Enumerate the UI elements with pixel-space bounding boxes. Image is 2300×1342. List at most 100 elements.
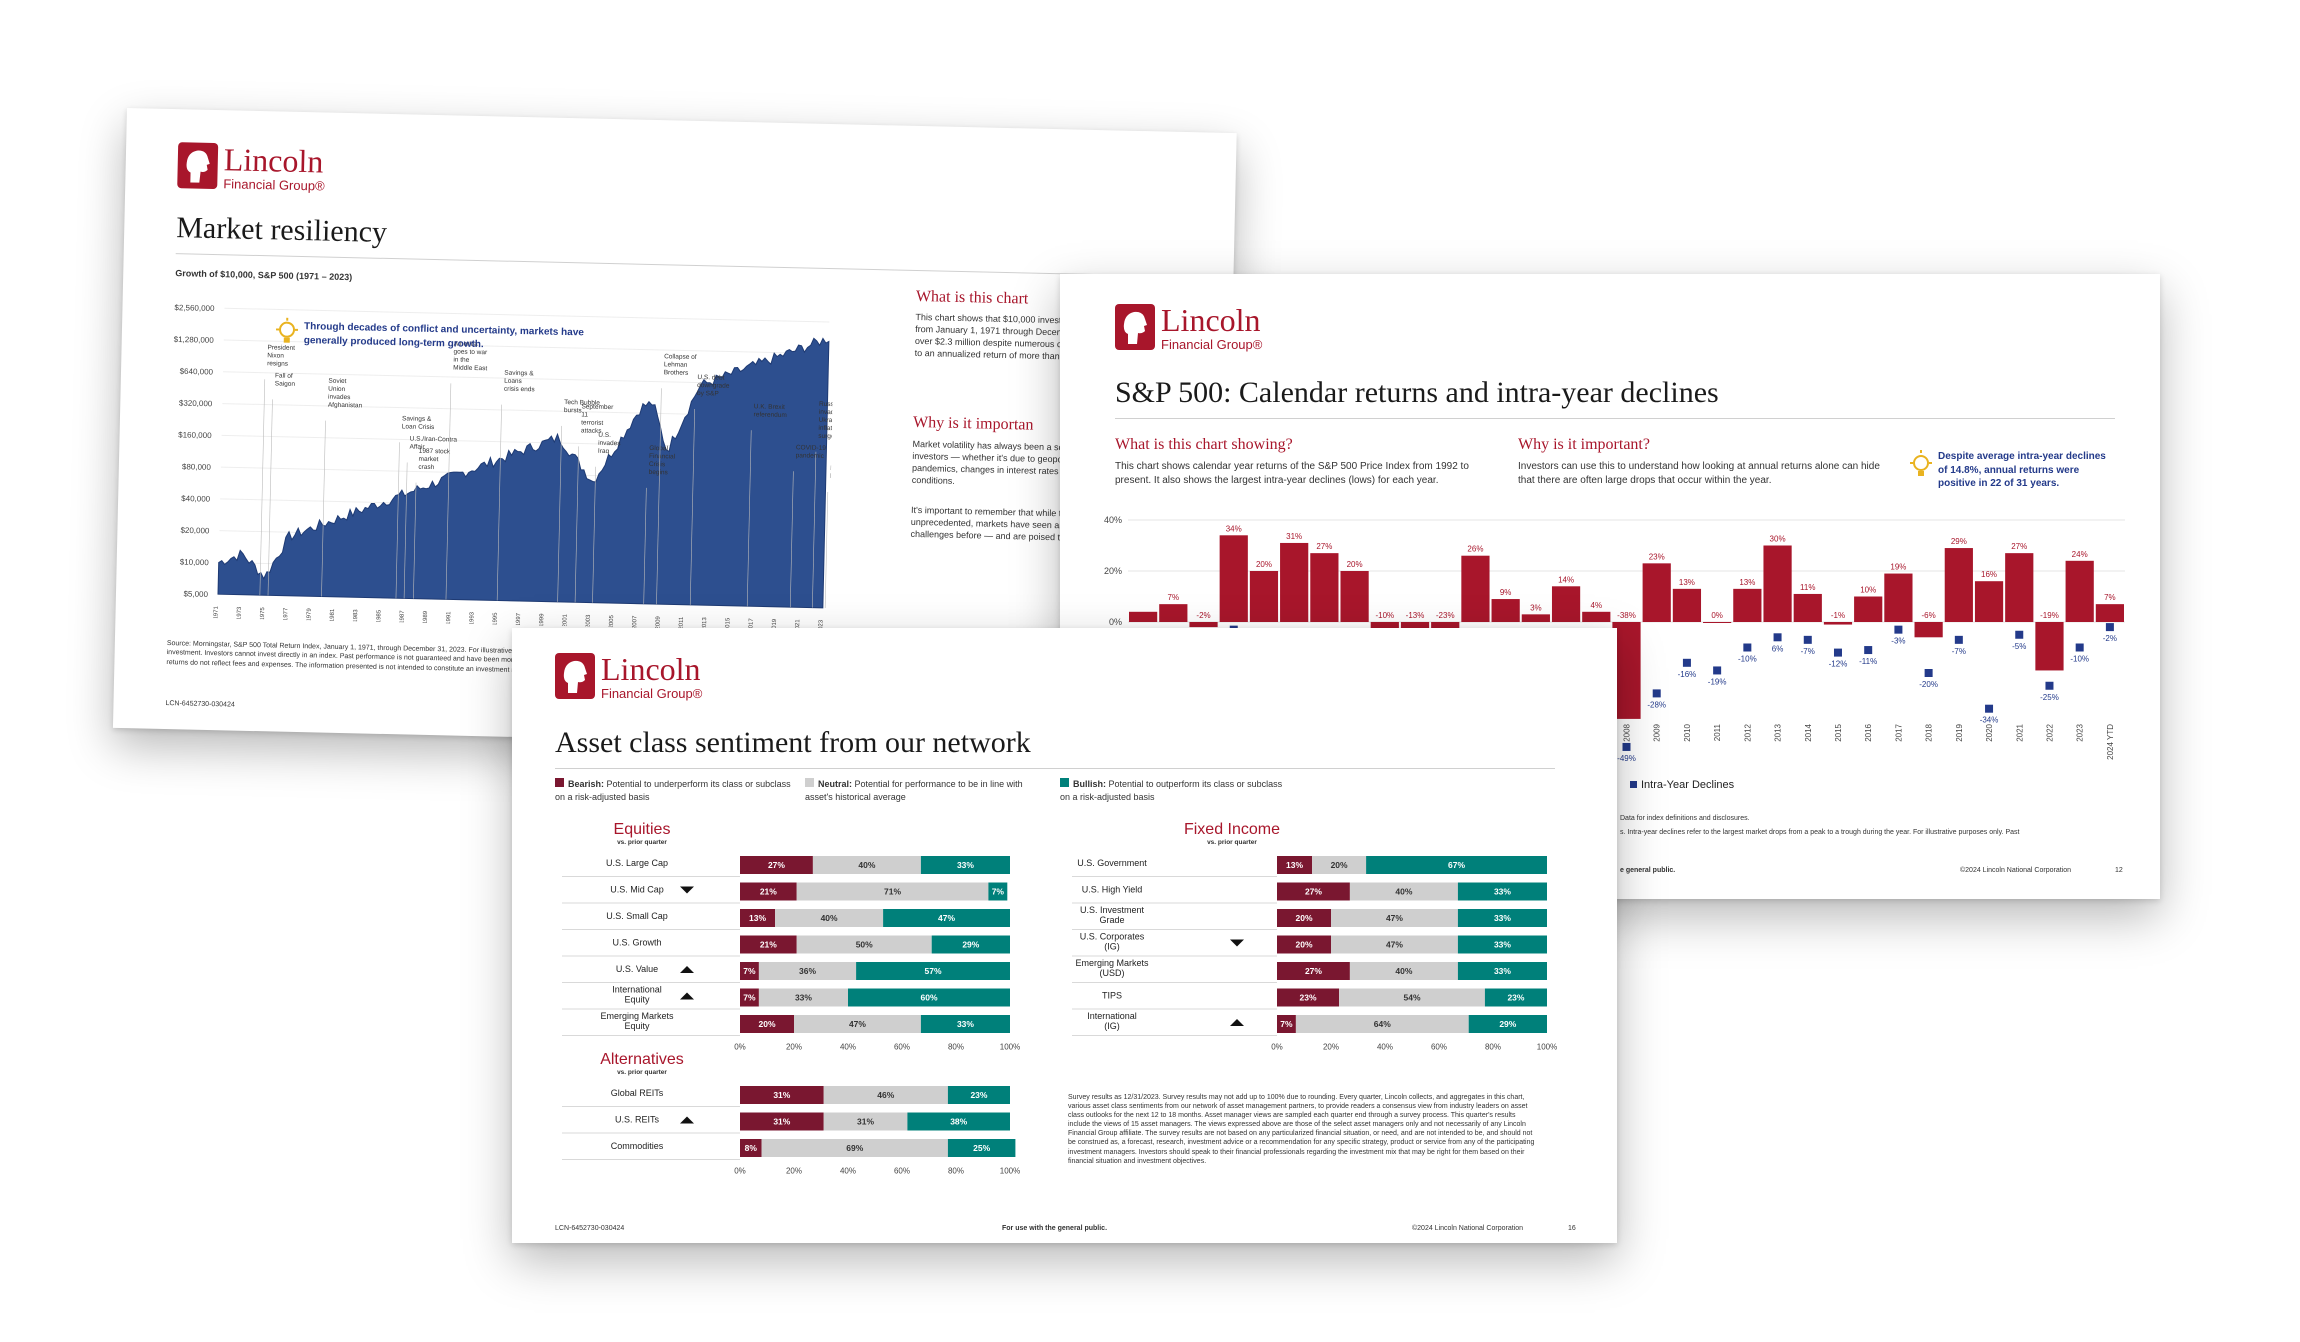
return-label: -19% <box>2040 611 2059 620</box>
why-heading: Why is it important? <box>1518 436 1650 453</box>
return-bar <box>1672 588 1702 622</box>
x-tick-label: 20% <box>786 1167 802 1176</box>
sentiment-value: 67% <box>1448 860 1465 870</box>
x-tick-label: 2023 <box>2076 723 2085 741</box>
return-bar <box>1884 573 1913 622</box>
row-label: U.S. REITs <box>615 1115 660 1125</box>
annotation-line <box>413 482 417 599</box>
sentiment-value: 60% <box>920 993 937 1003</box>
annotation-label: invades <box>328 394 351 402</box>
annotation-line <box>592 466 596 603</box>
x-tick-label: 2023 <box>818 619 824 632</box>
sentiment-value: 47% <box>849 1019 866 1029</box>
row-label: Equity <box>624 995 650 1005</box>
footer-code: LCN-6452730-030424 <box>165 700 235 709</box>
annotation-label: resigns <box>267 360 289 367</box>
decline-label: -34% <box>1980 716 1999 725</box>
sentiment-bar-bullish <box>1468 1015 1547 1033</box>
sentiment-value: 36% <box>799 966 816 976</box>
return-bar <box>1944 548 1973 622</box>
why-text: Investors can use this to understand how… <box>1518 461 1880 486</box>
sentiment-value: 71% <box>884 887 901 897</box>
sentiment-value: 69% <box>846 1143 863 1153</box>
annotation-line <box>746 430 752 607</box>
x-tick-label: 80% <box>948 1167 964 1176</box>
sentiment-bar-bullish <box>883 909 1010 927</box>
x-tick-label: 40% <box>840 1167 856 1176</box>
annotation-line <box>574 446 579 603</box>
decline-marker <box>1864 646 1873 655</box>
legend-bullish-text: Potential to outperform its class or sub… <box>1060 779 1283 802</box>
return-bar <box>1582 611 1611 622</box>
return-label: -13% <box>1406 611 1425 620</box>
sentiment-value: 20% <box>1331 860 1348 870</box>
decline-marker <box>1833 648 1842 657</box>
decline-label: -20% <box>1919 680 1938 689</box>
annotation-label: Union <box>328 386 346 393</box>
lightbulb-icon <box>275 317 299 343</box>
sentiment-bar-bearish <box>1277 882 1350 901</box>
return-bar <box>2095 604 2124 622</box>
x-tick-label: 2011 <box>679 616 685 630</box>
y-tick-label: $640,000 <box>180 367 214 377</box>
decline-label: -12% <box>1829 660 1848 669</box>
sentiment-value: 47% <box>1386 913 1403 923</box>
what-heading: What is this chart <box>915 287 1029 308</box>
row-label: U.S. Small Cap <box>606 911 668 921</box>
annotation-label: America <box>454 340 478 348</box>
annotation-label: Russia <box>819 401 835 408</box>
annotation-label: September <box>581 403 614 411</box>
annotation-label: crisis ends <box>504 386 536 394</box>
decline-marker <box>2075 643 2084 652</box>
row-label: U.S. Growth <box>612 938 661 948</box>
decline-label: -10% <box>1738 655 1757 664</box>
x-tick-label: 2021 <box>795 619 801 632</box>
return-label: 11% <box>1800 583 1815 592</box>
sentiment-value: 40% <box>821 913 838 923</box>
x-tick-label: 0% <box>734 1167 746 1176</box>
return-bar <box>1974 581 2004 622</box>
annotation-line <box>267 399 273 596</box>
sentiment-bar-bearish <box>740 988 759 1007</box>
return-bar <box>1129 611 1158 622</box>
trend-down-icon <box>1230 939 1244 947</box>
sentiment-value: 64% <box>1374 1019 1391 1029</box>
y-tick-label: $1,280,000 <box>174 335 215 345</box>
return-label: 30% <box>1770 535 1786 544</box>
gridline <box>224 307 830 323</box>
row-label: TIPS <box>1102 991 1122 1001</box>
sentiment-value: 31% <box>773 1090 790 1100</box>
annotation-label: Crisis <box>649 461 666 468</box>
annotation-line <box>496 404 502 601</box>
return-label: 3% <box>1530 603 1542 612</box>
return-label: 27% <box>2011 542 2027 551</box>
sentiment-value: 20% <box>1295 913 1312 923</box>
sentiment-bar-neutral <box>758 988 848 1007</box>
annotation-label: Collapse of <box>664 353 697 361</box>
return-bar <box>1249 571 1279 622</box>
sentiment-bar-bearish <box>1277 1015 1296 1033</box>
sentiment-value: 33% <box>1494 940 1511 950</box>
sentiment-bar-bearish <box>1277 962 1350 980</box>
why-heading: Why is it importan <box>912 413 1034 434</box>
x-tick-label: 2011 <box>1713 723 1722 741</box>
sentiment-bar-bearish <box>1277 988 1340 1007</box>
sentiment-bar-bullish <box>920 856 1010 874</box>
sentiment-bar-bearish <box>1277 935 1331 954</box>
annotation-label: inflation <box>818 425 834 433</box>
sentiment-bar-neutral <box>761 1139 948 1157</box>
section-subtitle: vs. prior quarter <box>617 1069 667 1076</box>
x-tick-label: 2015 <box>1834 723 1843 741</box>
footer-page: 16 <box>1568 1225 1576 1232</box>
legend-neutral-text: Potential for performance to be in line … <box>805 779 1023 802</box>
sentiment-value: 7% <box>992 887 1005 897</box>
logo-sub: Financial Group® <box>223 176 325 194</box>
return-label: 14% <box>1558 575 1574 584</box>
return-label: 7% <box>2104 593 2116 602</box>
x-tick-label: 0% <box>1271 1043 1283 1052</box>
x-tick-label: 2019 <box>1955 723 1964 741</box>
sentiment-bar-bullish <box>1457 935 1547 954</box>
return-label: -23% <box>1436 611 1455 620</box>
row-label: U.S. Government <box>1077 858 1147 868</box>
x-tick-label: 2001 <box>562 613 568 627</box>
